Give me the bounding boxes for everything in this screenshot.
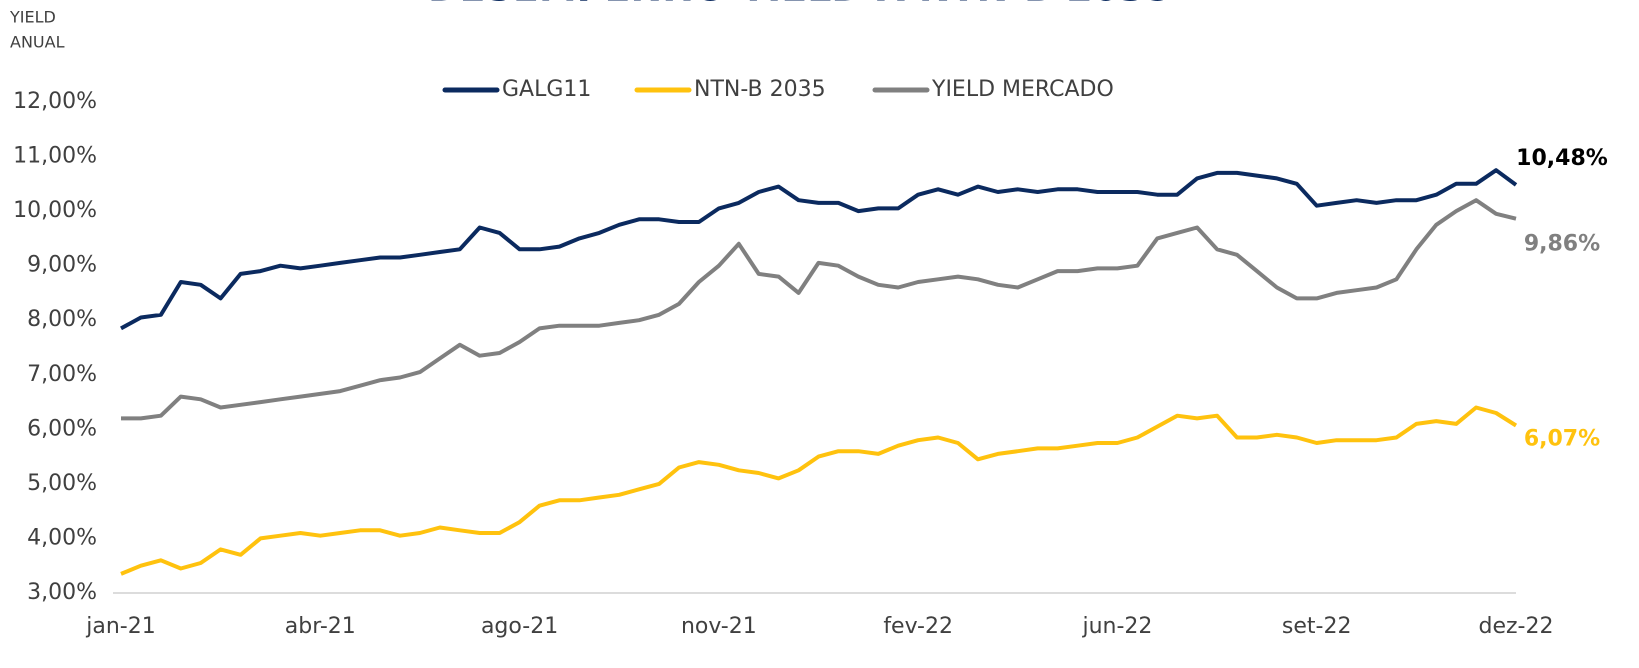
x-tick-label: set-22: [1282, 614, 1352, 639]
y-tick-label: 12,00%: [13, 89, 97, 114]
y-axis-label: YIELD: [9, 8, 56, 27]
y-tick-label: 10,00%: [13, 198, 97, 223]
end-label: 9,86%: [1524, 232, 1600, 257]
y-tick-label: 4,00%: [27, 525, 97, 550]
end-label: 6,07%: [1524, 427, 1600, 452]
y-tick-label: 8,00%: [27, 307, 97, 332]
series-line: [120, 405, 1518, 576]
y-axis-label: ANUAL: [10, 33, 65, 52]
series-line: [121, 198, 1517, 421]
y-tick-label: 7,00%: [27, 362, 97, 387]
x-tick-label: fev-22: [883, 614, 953, 639]
x-tick-label: abr-21: [285, 614, 356, 639]
y-tick-label: 3,00%: [27, 580, 97, 605]
y-tick-label: 11,00%: [13, 144, 97, 169]
y-tick-label: 5,00%: [27, 471, 97, 496]
x-tick-label: jun-22: [1081, 614, 1152, 639]
chart-title: DESEMPENHO YIELD X NTN-B 2035: [428, 0, 1172, 10]
legend-label: GALG11: [502, 77, 591, 102]
y-tick-label: 6,00%: [27, 416, 97, 441]
x-tick-label: dez-22: [1479, 614, 1554, 639]
legend-label: NTN-B 2035: [694, 77, 826, 102]
y-tick-label: 9,00%: [27, 253, 97, 278]
series-line: [120, 168, 1518, 331]
end-label: 10,48%: [1516, 146, 1608, 171]
x-tick-label: jan-21: [85, 614, 155, 639]
legend-label: YIELD MERCADO: [931, 77, 1114, 102]
x-tick-label: nov-21: [681, 614, 757, 639]
x-tick-label: ago-21: [481, 614, 558, 639]
